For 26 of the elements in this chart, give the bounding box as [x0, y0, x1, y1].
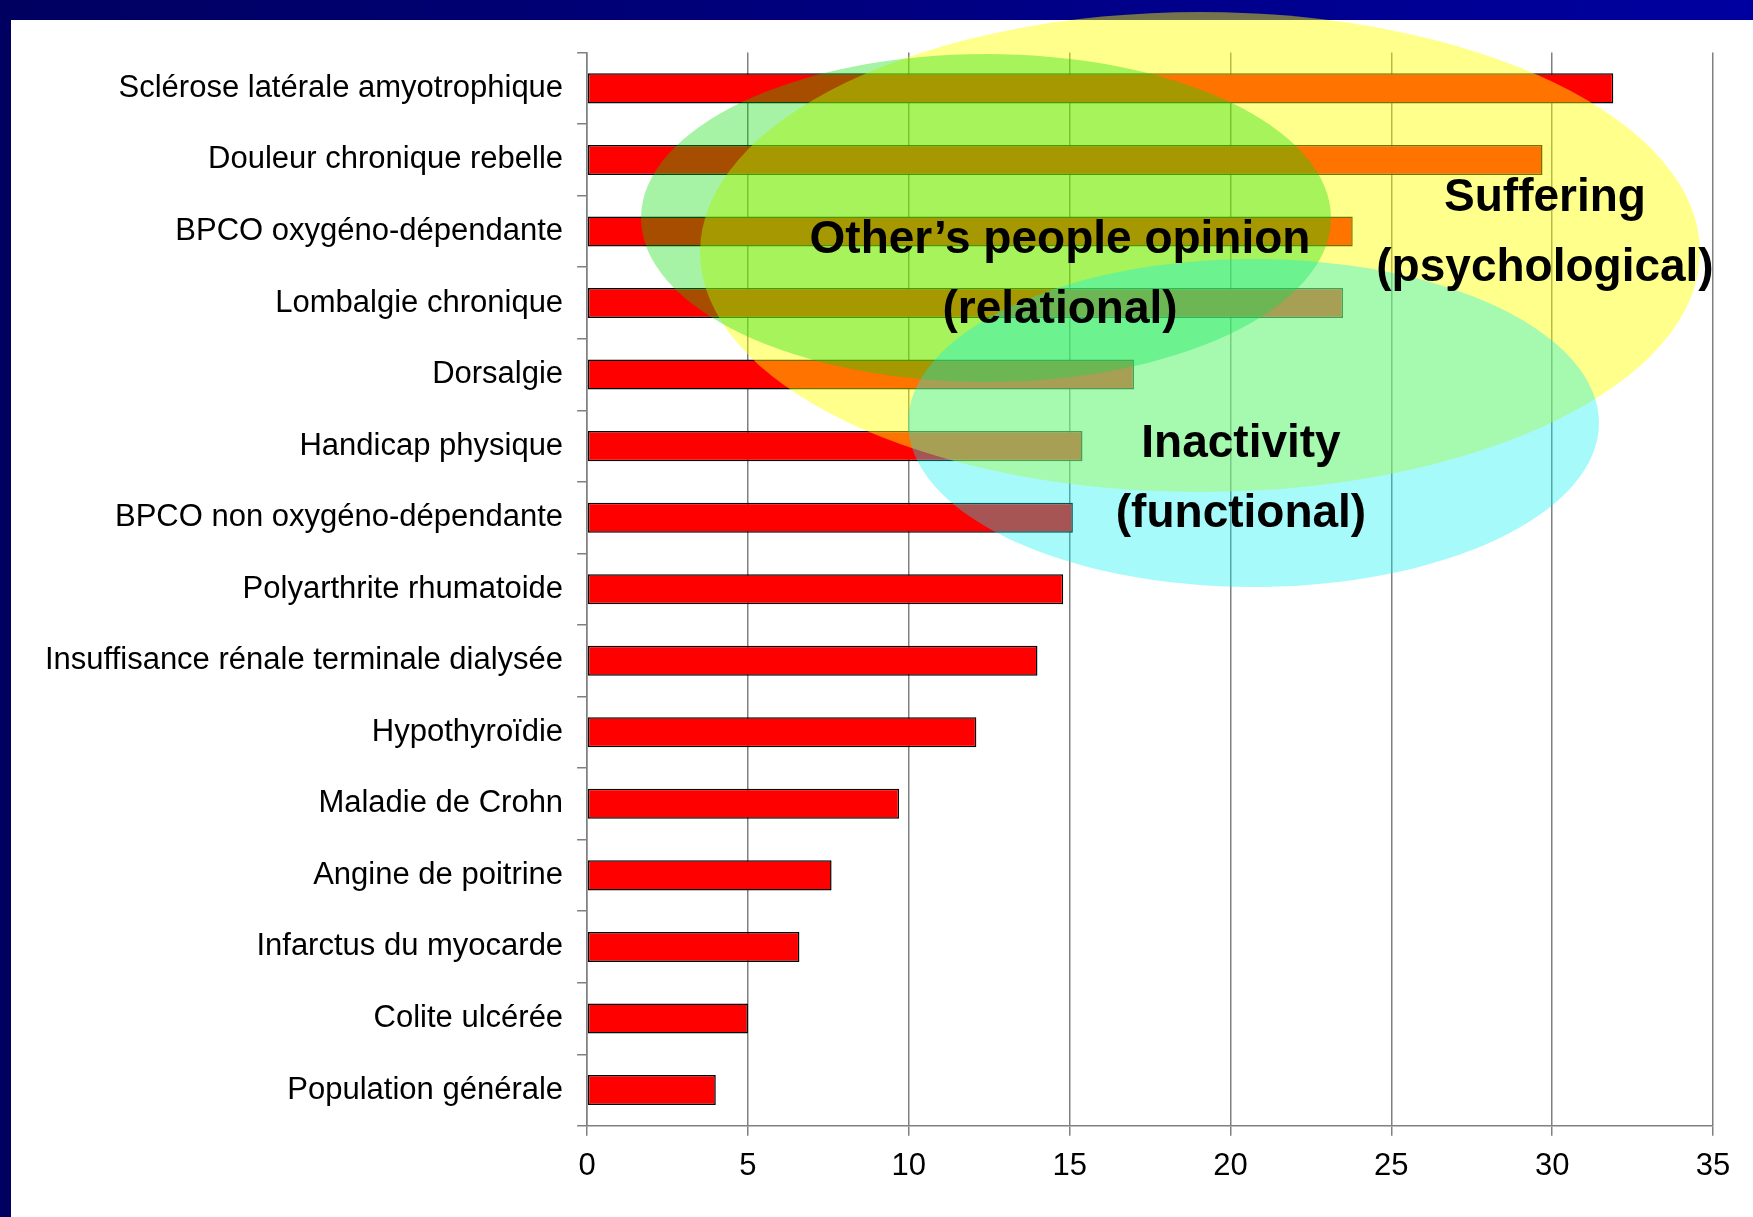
y-tick-label: Angine de poitrine: [313, 855, 564, 891]
x-tick-label: 10: [891, 1146, 927, 1182]
y-tick-label: BPCO non oxygéno-dépendante: [115, 498, 564, 534]
y-tick-label: Colite ulcérée: [373, 999, 564, 1035]
x-tick-label: 25: [1374, 1146, 1409, 1182]
y-tick-label: BPCO oxygéno-dépendante: [175, 212, 564, 248]
annotation: Other’s people opinion (relational): [808, 210, 1312, 335]
x-tick-label: 30: [1534, 1146, 1570, 1182]
y-tick-label: Maladie de Crohn: [318, 784, 564, 820]
y-tick-label: Handicap physique: [299, 426, 564, 462]
annotation: Suffering (psychological): [1376, 169, 1714, 291]
x-tick-label: 15: [1052, 1146, 1087, 1182]
y-tick-label: Polyarthrite rhumatoide: [242, 569, 564, 605]
y-tick-label: Lombalgie chronique: [275, 283, 564, 319]
x-tick-label: 35: [1695, 1146, 1731, 1182]
x-tick-label: 20: [1213, 1146, 1248, 1182]
y-tick-label: Dorsalgie: [432, 355, 564, 391]
annotation: Inactivity (functional): [1114, 414, 1368, 539]
y-tick-label: Sclérose latérale amyotrophique: [118, 68, 564, 104]
x-tick-label: 5: [739, 1146, 757, 1182]
y-tick-label: Population générale: [287, 1070, 564, 1106]
y-tick-label: Infarctus du myocarde: [256, 927, 564, 963]
x-tick-label: 0: [578, 1146, 596, 1182]
y-tick-label: Douleur chronique rebelle: [208, 140, 564, 176]
y-tick-label: Insuffisance rénale terminale dialysée: [44, 641, 564, 677]
y-tick-label: Hypothyroïdie: [371, 712, 564, 748]
